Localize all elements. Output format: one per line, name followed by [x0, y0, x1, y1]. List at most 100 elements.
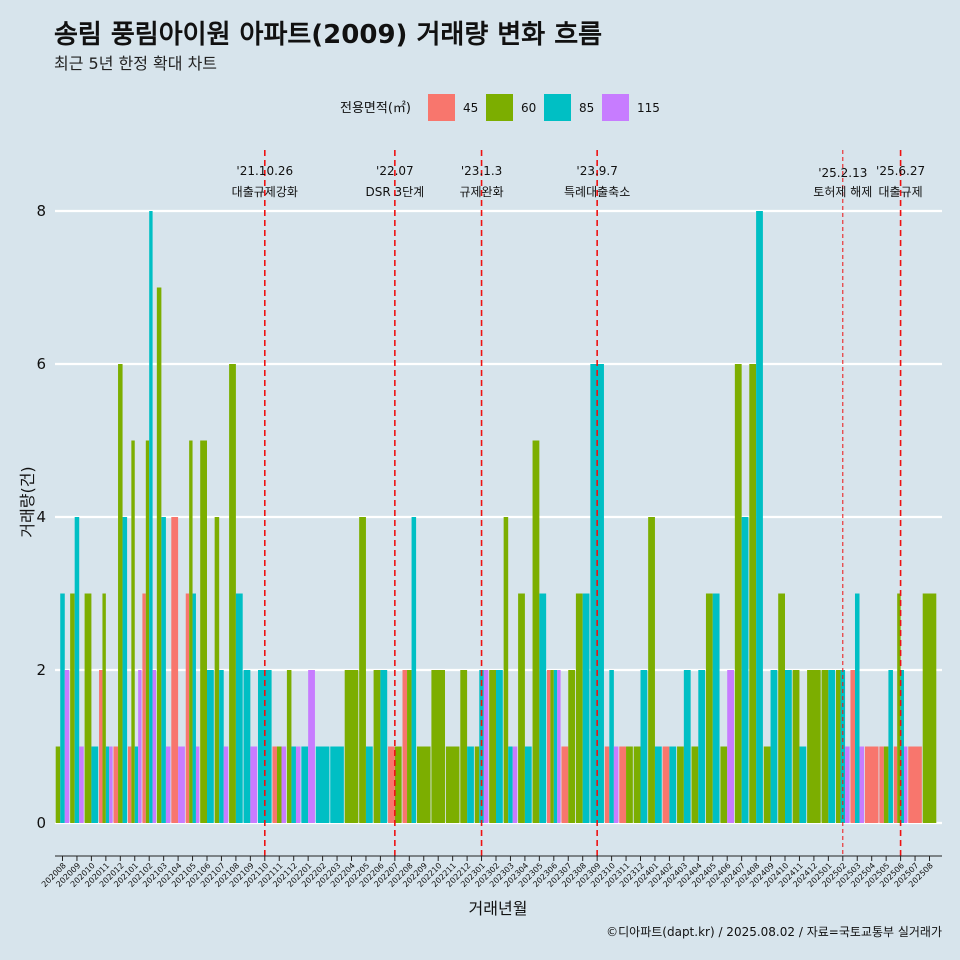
bar-60-202009	[70, 593, 75, 823]
bar-85-202308	[582, 593, 590, 823]
bar-115-202101	[138, 670, 142, 823]
legend-key-60	[486, 94, 513, 121]
event-date: '21.10.26	[236, 164, 293, 178]
bar-60-202307	[568, 670, 576, 823]
legend-key-115	[602, 94, 629, 121]
bar-60-202403	[677, 746, 684, 823]
x-axis: 2020082020092020102020112020122021012021…	[40, 855, 942, 889]
bar-85-202402	[669, 746, 677, 823]
bar-45-202402	[662, 746, 670, 823]
bar-60-202011	[102, 593, 106, 823]
bar-60-202210	[431, 670, 445, 823]
bar-60-202312	[633, 746, 641, 823]
bar-85-202109	[243, 670, 251, 823]
bar-85-202301	[479, 670, 484, 823]
bar-60-202208	[407, 670, 412, 823]
bar-60-202302	[489, 670, 496, 823]
bar-60-202301	[474, 746, 480, 823]
bar-115-202406	[727, 670, 734, 823]
event-date: '22.07	[376, 164, 414, 178]
bar-60-202103	[156, 287, 162, 823]
bar-60-202411	[792, 670, 800, 823]
y-axis-ticks: 0 2 4 6 8	[36, 202, 46, 832]
bar-60-202401	[648, 517, 655, 823]
bar-45-202310	[604, 746, 610, 823]
legend-title: 전용면적(㎡)	[340, 101, 411, 116]
bar-60-202303	[503, 517, 509, 823]
bar-85-202503	[854, 593, 860, 823]
y-tick-label: 2	[36, 661, 46, 679]
bars	[55, 211, 937, 823]
legend-key-45	[428, 94, 455, 121]
bar-60-202204	[344, 670, 359, 823]
bar-60-202502	[836, 670, 841, 823]
bar-85-202405	[712, 593, 720, 823]
event-label: 특례대출축소	[564, 185, 630, 199]
bar-60-202505	[883, 746, 889, 823]
bar-85-202101	[134, 746, 139, 823]
y-axis-label: 거래량(건)	[18, 466, 37, 537]
bar-115-202011	[109, 746, 113, 823]
bar-85-202012	[122, 517, 128, 823]
bar-85-202010	[91, 746, 99, 823]
event-date: '25.2.13	[818, 166, 867, 180]
bar-85-202208	[411, 517, 417, 823]
bar-60-202209	[416, 746, 431, 823]
event-date: '23.9.7	[576, 164, 617, 178]
bar-45-202012	[113, 746, 119, 823]
bar-85-202306	[553, 670, 558, 823]
bar-85-202108	[235, 593, 243, 823]
bar-45-202306	[547, 670, 551, 823]
bar-85-202011	[105, 746, 110, 823]
bar-60-202105	[189, 440, 193, 823]
event-label: 규제완화	[459, 185, 503, 199]
bar-115-202008	[64, 670, 70, 823]
caption: ©디아파트(dapt.kr) / 2025.08.02 / 자료=국토교통부 실…	[606, 925, 942, 939]
bar-85-202409	[770, 670, 778, 823]
bar-60-202407	[734, 364, 742, 823]
bar-85-202205	[365, 746, 373, 823]
bar-115-202105	[195, 746, 200, 823]
bar-85-202403	[683, 670, 691, 823]
bar-60-202306	[550, 670, 554, 823]
bar-45-202111	[272, 746, 277, 823]
bar-45-202504	[864, 746, 879, 823]
legend-label: 60	[521, 101, 536, 115]
bar-60-202409	[763, 746, 771, 823]
bar-115-202503	[859, 746, 865, 823]
bar-85-202505	[888, 670, 893, 823]
bar-60-202408	[749, 364, 757, 823]
bar-85-202107	[219, 670, 224, 823]
legend: 45 60 85 115	[428, 94, 660, 121]
event-label: DSR 3단계	[365, 185, 424, 199]
bar-85-202201	[301, 746, 309, 823]
bar-115-202009	[79, 746, 84, 823]
bar-45-202505	[879, 746, 884, 823]
bar-115-202310	[613, 746, 619, 823]
bar-85-202305	[539, 593, 547, 823]
bar-85-202404	[698, 670, 706, 823]
bar-85-202401	[654, 746, 662, 823]
bar-85-202303	[508, 746, 513, 823]
bar-60-202304	[518, 593, 525, 823]
legend-label: 45	[463, 101, 478, 115]
bar-115-202303	[512, 746, 518, 823]
bar-85-202202	[315, 746, 330, 823]
bar-85-202410	[785, 670, 792, 823]
bar-45-202507	[908, 746, 922, 823]
y-tick-label: 6	[36, 355, 46, 373]
bar-85-202407	[741, 517, 749, 823]
bar-85-202411	[799, 746, 807, 823]
bar-60-202410	[778, 593, 785, 823]
bar-85-202112	[291, 746, 296, 823]
bar-60-202207	[394, 746, 402, 823]
bar-115-202102	[152, 670, 156, 823]
bar-85-202501	[828, 670, 836, 823]
bar-60-202108	[229, 364, 236, 823]
event-date: '23.1.3	[461, 164, 502, 178]
bar-60-202412	[807, 670, 821, 823]
event-label: 토허제 해제	[813, 185, 872, 199]
bar-85-202506	[900, 670, 904, 823]
bar-85-202212	[467, 746, 474, 823]
